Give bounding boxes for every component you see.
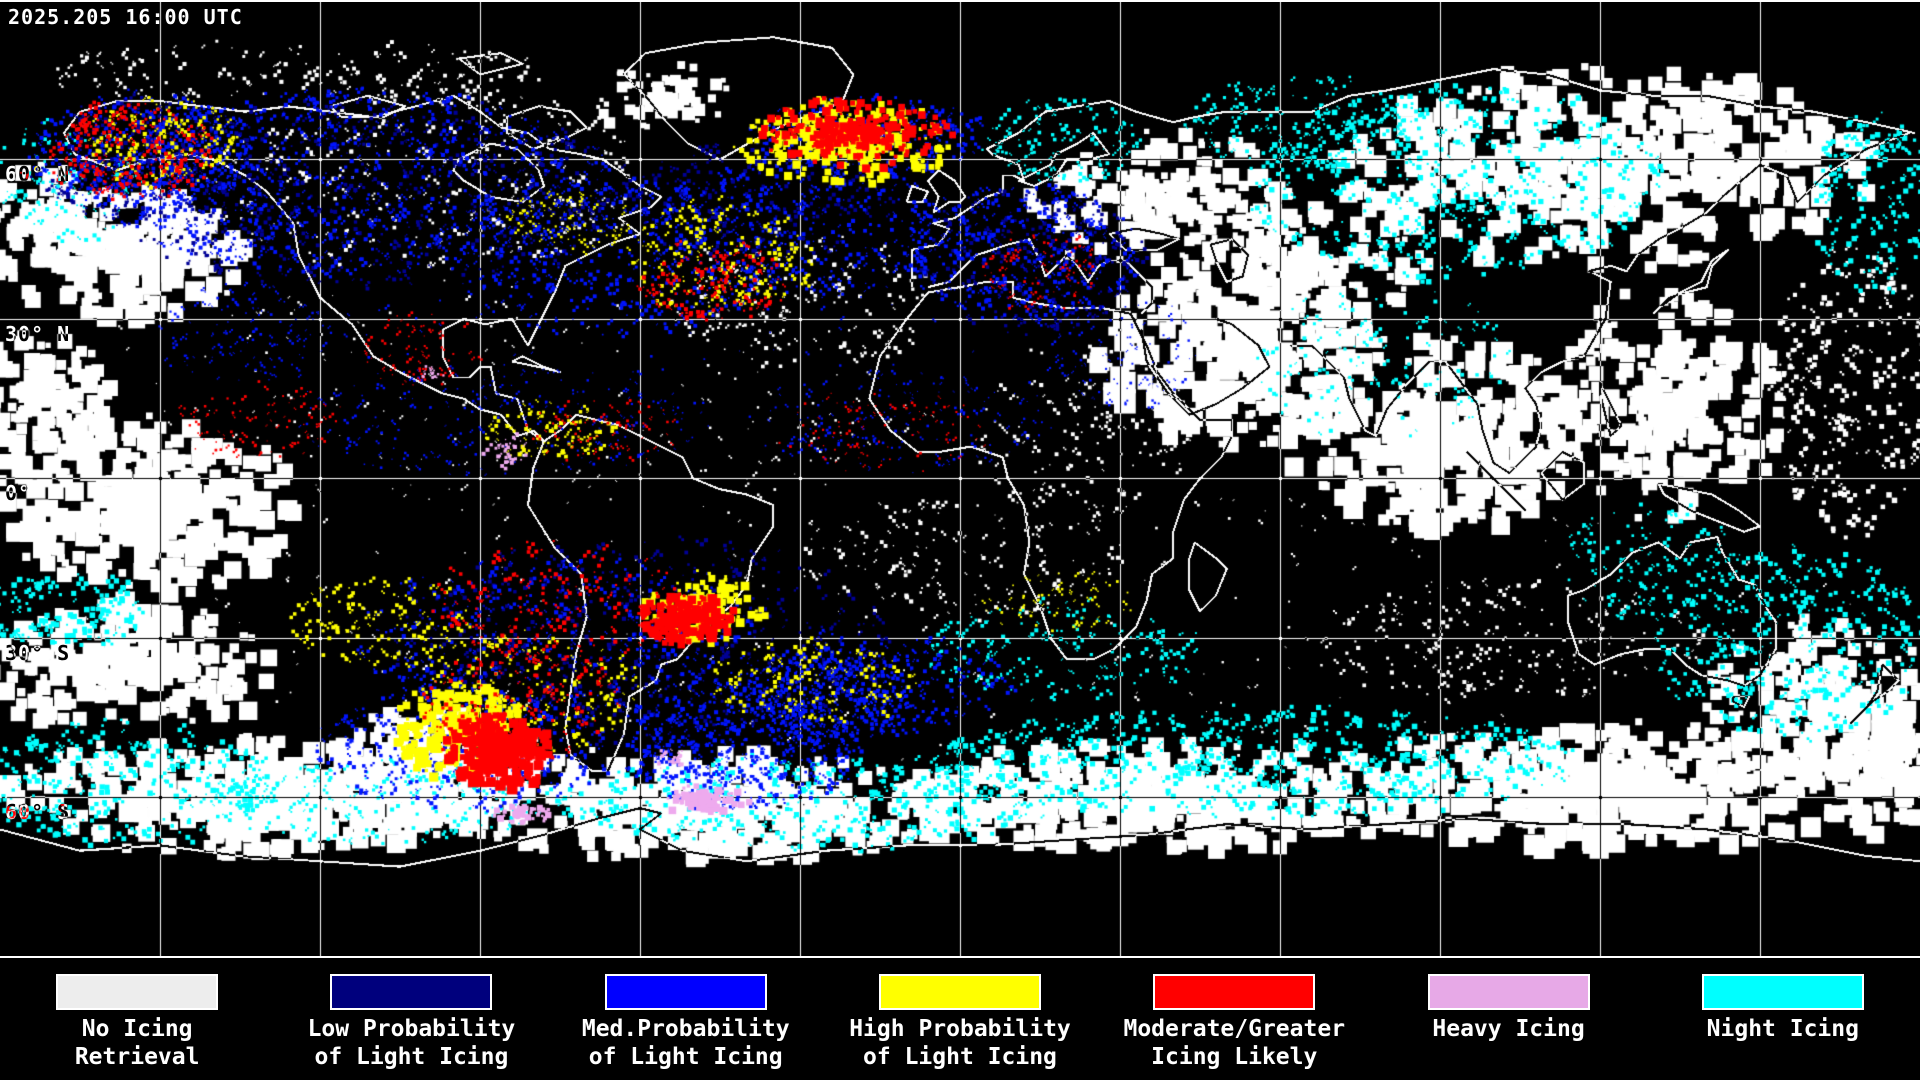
lat-label-30s: 30° S: [5, 641, 71, 665]
legend-swatch-high-probability-of-light-icing: [878, 974, 1041, 1010]
legend-label-med-probability-of-light-icing: Med.Probability of Light Icing: [581, 1016, 790, 1070]
timestamp-label: 2025.205 16:00 UTC: [8, 5, 243, 29]
legend-label-high-probability-of-light-icing: High Probability of Light Icing: [849, 1016, 1071, 1070]
lat-label-0: 0°: [5, 481, 32, 505]
legend-item-high-probability-of-light-icing: High Probability of Light Icing: [823, 958, 1097, 1071]
map-bottom-border: [0, 956, 1920, 958]
legend-swatch-night-icing: [1701, 974, 1864, 1010]
lat-label-60s: 60° S: [5, 800, 71, 824]
legend-label-low-probability-of-light-icing: Low Probability of Light Icing: [307, 1016, 516, 1070]
legend-swatch-med-probability-of-light-icing: [604, 974, 767, 1010]
legend-item-moderate-greater-icing-likely: Moderate/Greater Icing Likely: [1097, 958, 1371, 1071]
icing-map-canvas: [0, 0, 1920, 957]
legend-swatch-heavy-icing: [1427, 974, 1590, 1010]
map-top-border: [0, 0, 1920, 2]
legend-swatch-moderate-greater-icing-likely: [1153, 974, 1316, 1010]
legend-item-night-icing: Night Icing: [1646, 958, 1920, 1043]
legend-label-no-icing-retrieval: No Icing Retrieval: [74, 1016, 200, 1070]
world-icing-map: 2025.205 16:00 UTC 60° N 30° N 0° 30° S 60° …: [0, 0, 1920, 957]
legend: No Icing Retrieval Low Probability of Lig…: [0, 958, 1920, 1080]
lat-label-30n: 30° N: [5, 322, 71, 346]
legend-label-night-icing: Night Icing: [1706, 1016, 1859, 1042]
lat-label-60n: 60° N: [5, 162, 71, 186]
legend-item-no-icing-retrieval: No Icing Retrieval: [0, 958, 274, 1071]
legend-item-low-probability-of-light-icing: Low Probability of Light Icing: [274, 958, 548, 1071]
legend-label-moderate-greater-icing-likely: Moderate/Greater Icing Likely: [1123, 1016, 1346, 1070]
legend-item-heavy-icing: Heavy Icing: [1371, 958, 1645, 1043]
legend-swatch-low-probability-of-light-icing: [330, 974, 493, 1010]
legend-label-heavy-icing: Heavy Icing: [1432, 1016, 1585, 1042]
legend-item-med-probability-of-light-icing: Med.Probability of Light Icing: [549, 958, 823, 1071]
legend-swatch-no-icing-retrieval: [56, 974, 219, 1010]
